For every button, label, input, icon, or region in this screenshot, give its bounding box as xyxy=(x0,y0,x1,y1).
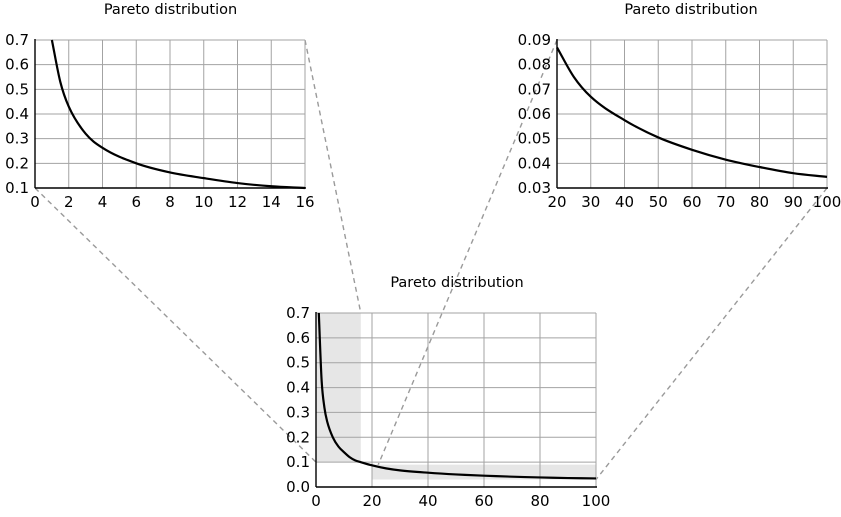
chart-right-x-tick-label: 80 xyxy=(750,193,769,211)
chart-left-x-tick-label: 6 xyxy=(131,193,141,211)
chart-right-y-tick-label: 0.03 xyxy=(518,179,551,197)
overview-y-tick-label: 0.1 xyxy=(286,453,310,471)
chart-right-y-tick-label: 0.05 xyxy=(518,130,551,148)
chart-right-x-tick-label: 70 xyxy=(716,193,735,211)
overview-x-tick-label: 20 xyxy=(362,492,381,510)
overview-y-tick-label: 0.5 xyxy=(286,354,310,372)
chart-right-x-tick-label: 20 xyxy=(547,193,566,211)
chart-left-title: Pareto distribution xyxy=(104,2,237,18)
zoom-chart-right: Pareto distribution 20 30 40 50 60 70 80 90 100 … xyxy=(518,2,841,211)
chart-left-y-tick-label: 0.2 xyxy=(5,154,29,172)
chart-left-x-tick-label: 4 xyxy=(98,193,108,211)
chart-left-x-tick-label: 10 xyxy=(194,193,213,211)
chart-left-y-tick-label: 0.1 xyxy=(5,179,29,197)
chart-right-y-tick-label: 0.07 xyxy=(518,80,551,98)
overview-chart-title: Pareto distribution xyxy=(390,275,523,291)
overview-x-tick-label: 60 xyxy=(474,492,493,510)
chart-right-x-tick-label: 100 xyxy=(813,193,841,211)
chart-right-y-tick-label: 0.04 xyxy=(518,154,551,172)
overview-y-tick-label: 0.3 xyxy=(286,403,310,421)
chart-left-x-tick-label: 8 xyxy=(165,193,175,211)
zoom-connector-line xyxy=(34,187,317,463)
chart-right-x-tick-label: 40 xyxy=(615,193,634,211)
overview-x-tick-label: 80 xyxy=(530,492,549,510)
zoom-chart-left: Pareto distribution 0 2 4 6 8 10 12 14 16 0.1 0.2… xyxy=(5,2,314,211)
overview-x-tick-label: 40 xyxy=(418,492,437,510)
chart-right-series-line xyxy=(556,46,828,178)
chart-right-y-tick-label: 0.08 xyxy=(518,56,551,74)
overview-x-tick-label: 100 xyxy=(582,492,611,510)
overview-y-tick-label: 0.2 xyxy=(286,428,310,446)
zoom-connector-line xyxy=(304,39,362,314)
chart-left-series-line xyxy=(50,39,306,190)
zoom-connector-line xyxy=(595,187,828,480)
overview-x-tick-label: 0 xyxy=(311,492,321,510)
overview-chart: Pareto distribution 0 20 40 60 80 100 0.0 0.1 0… xyxy=(286,275,610,510)
zoom-connector-lines xyxy=(34,39,828,480)
chart-right-y-tick-label: 0.06 xyxy=(518,105,551,123)
chart-right-x-tick-label: 30 xyxy=(581,193,600,211)
chart-right-title: Pareto distribution xyxy=(624,2,757,18)
chart-right-x-tick-label: 60 xyxy=(682,193,701,211)
chart-left-x-tick-label: 12 xyxy=(228,193,247,211)
chart-right-y-tick-label: 0.09 xyxy=(518,31,551,49)
chart-right-x-tick-label: 90 xyxy=(784,193,803,211)
chart-left-y-tick-label: 0.5 xyxy=(5,80,29,98)
overview-y-tick-label: 0.7 xyxy=(286,304,310,322)
chart-left-x-tick-label: 2 xyxy=(64,193,74,211)
chart-left-y-tick-label: 0.7 xyxy=(5,31,29,49)
overview-y-tick-label: 0.6 xyxy=(286,329,310,347)
overview-y-tick-label: 0.0 xyxy=(286,478,310,496)
chart-left-x-tick-label: 14 xyxy=(262,193,281,211)
chart-left-y-tick-label: 0.4 xyxy=(5,105,29,123)
chart-left-x-tick-label: 16 xyxy=(295,193,314,211)
chart-left-y-tick-label: 0.3 xyxy=(5,130,29,148)
chart-left-x-tick-label: 0 xyxy=(30,193,40,211)
zoom-connector-line xyxy=(371,39,558,480)
chart-left-y-tick-label: 0.6 xyxy=(5,56,29,74)
chart-right-x-tick-label: 50 xyxy=(649,193,668,211)
overview-y-tick-label: 0.4 xyxy=(286,379,310,397)
overview-chart-series-line xyxy=(317,312,597,480)
